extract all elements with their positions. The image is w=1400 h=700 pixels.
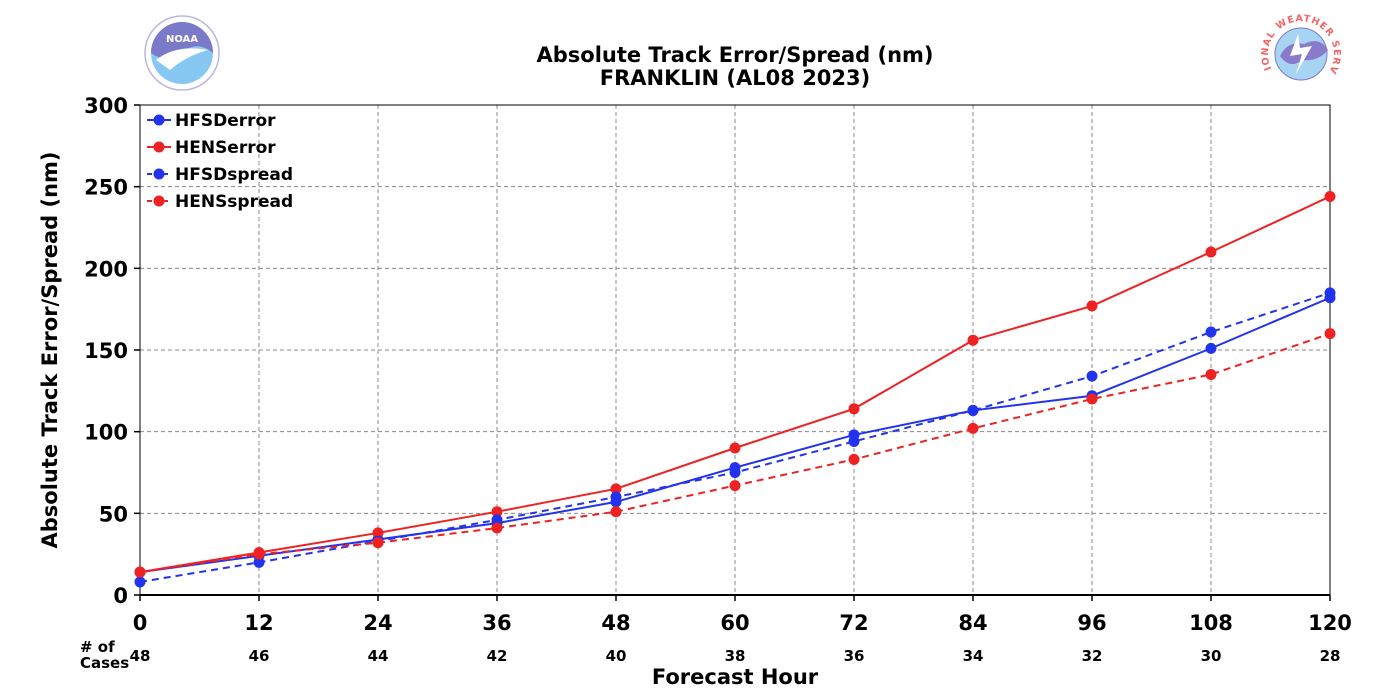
legend-item-HFSDerror: HFSDerror	[147, 111, 276, 131]
data-point-HENSspread	[1086, 393, 1098, 405]
data-point-HFSDspread	[729, 467, 741, 478]
legend-marker	[153, 168, 165, 180]
data-point-HENSerror	[1086, 300, 1098, 312]
cases-label-line2: Cases	[80, 654, 129, 672]
case-count: 30	[1201, 647, 1222, 665]
data-point-HENSspread	[610, 506, 622, 518]
data-point-HFSDspread	[610, 491, 622, 503]
data-point-HENSerror	[1324, 190, 1336, 202]
x-tick-label: 84	[958, 611, 987, 635]
case-count: 46	[249, 647, 270, 665]
data-point-HFSDspread	[134, 576, 146, 588]
y-tick-labels: 0 50 100 150 200 250 300	[84, 94, 128, 608]
x-tick-label: 60	[720, 611, 749, 635]
data-point-HFSDspread	[1086, 370, 1098, 382]
legend-item-HFSDspread: HFSDspread	[147, 165, 293, 185]
x-axis-label: Forecast Hour	[652, 665, 819, 689]
x-tick-labels: 0 12 24 36 48 60 72 84 96 108 120	[133, 611, 1352, 635]
chart-title: Absolute Track Error/Spread (nm)	[536, 43, 933, 67]
case-count: 40	[606, 647, 627, 665]
case-count: 44	[368, 647, 389, 665]
y-tick-label: 50	[99, 502, 128, 526]
data-point-HFSDerror	[1205, 342, 1217, 354]
data-point-HENSerror	[1205, 246, 1217, 258]
legend-label: HFSDerror	[175, 111, 276, 131]
legend-item-HENSerror: HENSerror	[147, 138, 276, 158]
data-point-HENSerror	[967, 334, 979, 346]
cases-label: # of Cases	[80, 638, 129, 672]
x-tick-label: 108	[1189, 611, 1233, 635]
x-tick-label: 96	[1077, 611, 1106, 635]
data-point-HFSDspread	[967, 404, 979, 416]
x-tick-label: 0	[133, 611, 148, 635]
data-point-HENSerror	[848, 403, 860, 415]
data-point-HENSspread	[491, 522, 503, 534]
noaa-logo-text: NOAA	[166, 34, 198, 45]
data-point-HFSDspread	[1205, 326, 1217, 338]
y-axis-label: Absolute Track Error/Spread (nm)	[38, 151, 62, 548]
data-point-HENSspread	[253, 548, 265, 560]
legend: HFSDerror HENSerror HFSDspread HENSspread	[147, 111, 293, 212]
data-point-HFSDspread	[253, 556, 265, 568]
legend-marker	[153, 141, 165, 153]
data-point-HENSerror	[729, 442, 741, 454]
y-tick-label: 200	[84, 257, 128, 281]
data-point-HFSDspread	[491, 514, 503, 526]
case-counts: 48 46 44 42 40 38 36 34 32 30 28	[130, 647, 1341, 665]
data-point-HFSDspread	[1324, 287, 1336, 299]
data-point-HENSspread	[372, 537, 384, 549]
x-tick-label: 72	[839, 611, 868, 635]
series-HENSspread	[134, 328, 1336, 578]
data-point-HENSspread	[848, 453, 860, 465]
data-point-HENSspread	[134, 566, 146, 578]
case-count: 34	[963, 647, 984, 665]
case-count: 38	[725, 647, 746, 665]
case-count: 42	[487, 647, 508, 665]
y-tick-label: 0	[113, 584, 128, 608]
data-point-HENSspread	[1205, 369, 1217, 380]
x-tick-label: 12	[244, 611, 273, 635]
x-tick-label: 48	[601, 611, 630, 635]
x-tick-label: 120	[1308, 611, 1352, 635]
legend-label: HENSspread	[175, 192, 293, 212]
y-tick-label: 100	[84, 421, 128, 445]
data-point-HFSDspread	[848, 435, 860, 447]
gridlines	[139, 104, 1331, 596]
chart-subtitle: FRANKLIN (AL08 2023)	[600, 66, 871, 90]
case-count: 32	[1082, 647, 1103, 665]
y-tick-label: 250	[84, 176, 128, 200]
legend-label: HENSerror	[175, 138, 276, 158]
case-count: 48	[130, 647, 151, 665]
axes	[134, 104, 1331, 601]
data-point-HENSspread	[729, 480, 741, 492]
data-point-HENSspread	[1324, 328, 1336, 340]
data-point-HENSerror	[610, 483, 622, 495]
data-point-HENSerror	[491, 506, 503, 518]
y-tick-label: 150	[84, 339, 128, 363]
case-count: 28	[1320, 647, 1341, 665]
x-tick-label: 24	[363, 611, 392, 635]
legend-marker	[153, 195, 165, 207]
legend-marker	[153, 114, 165, 126]
y-tick-label: 300	[84, 94, 128, 118]
case-count: 36	[844, 647, 865, 665]
data-point-HENSspread	[967, 422, 979, 434]
x-tick-label: 36	[482, 611, 511, 635]
data-point-HENSerror	[372, 527, 384, 539]
legend-label: HFSDspread	[175, 165, 293, 185]
noaa-logo: NOAA	[144, 15, 220, 91]
cases-label-line1: # of	[80, 638, 115, 656]
legend-item-HENSspread: HENSspread	[147, 192, 293, 212]
series-group	[134, 190, 1336, 588]
